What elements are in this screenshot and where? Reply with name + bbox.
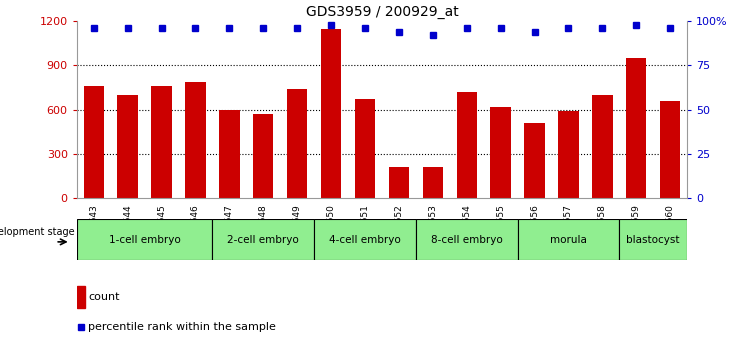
Text: development stage: development stage xyxy=(0,227,74,237)
Bar xyxy=(491,107,511,198)
Bar xyxy=(423,167,443,198)
Text: percentile rank within the sample: percentile rank within the sample xyxy=(88,322,276,332)
Bar xyxy=(321,29,341,198)
Bar xyxy=(660,101,681,198)
Bar xyxy=(389,167,409,198)
Bar xyxy=(151,86,172,198)
Bar xyxy=(287,89,307,198)
Text: blastocyst: blastocyst xyxy=(626,235,680,245)
Text: morula: morula xyxy=(550,235,587,245)
Text: 2-cell embryo: 2-cell embryo xyxy=(227,235,299,245)
Bar xyxy=(77,286,85,308)
Bar xyxy=(518,219,619,260)
Bar xyxy=(626,58,646,198)
Bar xyxy=(592,95,613,198)
Text: count: count xyxy=(88,292,120,302)
Text: 1-cell embryo: 1-cell embryo xyxy=(109,235,181,245)
Bar xyxy=(77,219,213,260)
Bar xyxy=(416,219,518,260)
Bar xyxy=(219,110,240,198)
Bar xyxy=(253,114,273,198)
Bar xyxy=(118,95,137,198)
Bar xyxy=(83,86,104,198)
Bar xyxy=(457,92,477,198)
Bar xyxy=(355,99,375,198)
Bar xyxy=(314,219,416,260)
Text: 4-cell embryo: 4-cell embryo xyxy=(329,235,401,245)
Bar xyxy=(524,123,545,198)
Bar xyxy=(619,219,687,260)
Title: GDS3959 / 200929_at: GDS3959 / 200929_at xyxy=(306,5,458,19)
Bar xyxy=(185,82,205,198)
Bar xyxy=(213,219,314,260)
Text: 8-cell embryo: 8-cell embryo xyxy=(431,235,503,245)
Bar xyxy=(558,111,579,198)
